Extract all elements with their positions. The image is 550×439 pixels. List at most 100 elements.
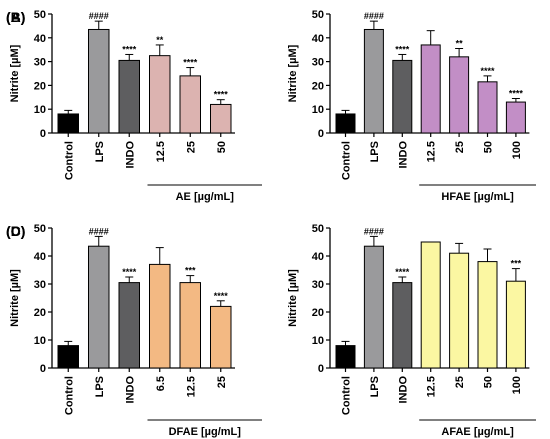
y-axis-title: Nitrite [µM] — [9, 269, 21, 327]
significance-label: *** — [185, 266, 196, 276]
y-tick-label: 40 — [34, 33, 46, 45]
significance-label: **** — [183, 58, 198, 68]
category-label: 6.5 — [155, 376, 167, 391]
significance-label: ** — [456, 39, 464, 49]
bar — [335, 345, 356, 369]
category-label: INDO — [397, 141, 409, 169]
significance-label: #### — [364, 226, 384, 236]
category-label: Control — [63, 376, 75, 415]
bar — [210, 103, 232, 134]
significance-label: **** — [214, 90, 229, 100]
category-label: LPS — [94, 141, 106, 162]
category-label: 25 — [216, 376, 228, 388]
category-label: 25 — [185, 141, 197, 153]
y-tick-label: 10 — [312, 335, 324, 347]
group-label: DFAE [µg/mL] — [169, 426, 242, 438]
y-tick-label: 10 — [312, 104, 324, 116]
y-axis-title: Nitrite [µM] — [287, 44, 299, 102]
category-label: 50 — [483, 376, 495, 388]
bar — [477, 261, 498, 369]
significance-label: **** — [122, 267, 137, 277]
category-label: Control — [341, 141, 353, 180]
y-tick-label: 50 — [312, 9, 324, 21]
significance-label: ** — [156, 35, 164, 45]
panel-label: (D) — [6, 223, 25, 239]
significance-label: **** — [214, 291, 229, 301]
panel-c: (C) Nitrite [µM] 0 10 20 30 40 50 Control #### LPS… — [6, 223, 262, 438]
significance-label: **** — [395, 44, 410, 54]
group-label: AE [µg/mL] — [176, 191, 235, 203]
category-label: Control — [63, 141, 75, 180]
y-tick-label: 50 — [312, 223, 324, 235]
category-label: LPS — [369, 376, 381, 397]
bar — [449, 56, 470, 134]
category-label: 12.5 — [426, 376, 438, 397]
y-tick-label: 30 — [312, 57, 324, 69]
bar — [363, 245, 384, 369]
bar — [505, 280, 526, 369]
bar — [149, 55, 171, 134]
group-label: HFAE [µg/mL] — [441, 191, 514, 203]
significance-label: #### — [364, 11, 384, 21]
y-tick-label: 50 — [34, 223, 46, 235]
bar — [477, 81, 498, 134]
category-label: 12.5 — [185, 376, 197, 397]
bar — [420, 44, 441, 134]
y-tick-label: 30 — [34, 279, 46, 291]
panel-a: (A) Nitrite [µM] 0 10 20 30 40 50 Control #### LPS… — [6, 9, 262, 203]
category-label: 100 — [511, 141, 523, 159]
category-label: 50 — [483, 141, 495, 153]
bar — [118, 59, 140, 134]
y-tick-label: 0 — [318, 363, 324, 375]
group-label: AFAE [µg/mL] — [441, 426, 514, 438]
category-label: 25 — [454, 141, 466, 153]
category-label: Control — [341, 376, 353, 415]
category-label: 100 — [511, 376, 523, 394]
bar — [420, 241, 441, 369]
significance-label: *** — [511, 259, 522, 269]
significance-label: **** — [509, 88, 524, 98]
panel-b: (B) Nitrite [µM] 0 10 20 30 40 50 Control #### LPS… — [6, 9, 536, 203]
y-tick-label: 40 — [312, 251, 324, 263]
y-tick-label: 0 — [40, 128, 46, 140]
category-label: INDO — [124, 141, 136, 169]
bar — [449, 252, 470, 369]
y-tick-label: 20 — [312, 80, 324, 92]
y-tick-label: 40 — [34, 251, 46, 263]
category-label: INDO — [397, 376, 409, 404]
y-tick-label: 50 — [34, 9, 46, 21]
bar — [57, 113, 79, 134]
y-tick-label: 0 — [318, 128, 324, 140]
bar — [392, 282, 413, 369]
bar — [335, 113, 356, 134]
category-label: 50 — [216, 141, 228, 153]
y-tick-label: 10 — [34, 104, 46, 116]
category-label: 25 — [454, 376, 466, 388]
panel-d: (D) Nitrite [µM] 0 10 20 30 40 50 Control #### LPS… — [6, 223, 536, 438]
bar — [57, 345, 79, 369]
bar — [505, 101, 526, 134]
y-tick-label: 10 — [34, 335, 46, 347]
y-tick-label: 20 — [34, 80, 46, 92]
y-tick-label: 0 — [40, 363, 46, 375]
panel-label: (A) — [6, 9, 25, 25]
bar — [88, 28, 110, 134]
bar — [118, 282, 140, 369]
panel-label: (B) — [6, 9, 25, 25]
y-tick-label: 20 — [312, 307, 324, 319]
significance-label: **** — [122, 44, 137, 54]
y-axis-title: Nitrite [µM] — [287, 269, 299, 327]
significance-label: #### — [89, 11, 109, 21]
bar — [149, 263, 171, 369]
category-label: 12.5 — [155, 141, 167, 162]
y-tick-label: 40 — [312, 33, 324, 45]
y-tick-label: 30 — [312, 279, 324, 291]
category-label: 12.5 — [426, 141, 438, 162]
category-label: INDO — [124, 376, 136, 404]
panel-label: (C) — [6, 223, 25, 239]
category-label: LPS — [369, 141, 381, 162]
bar — [210, 305, 232, 369]
significance-label: **** — [395, 267, 410, 277]
y-axis-title: Nitrite [µM] — [9, 44, 21, 102]
